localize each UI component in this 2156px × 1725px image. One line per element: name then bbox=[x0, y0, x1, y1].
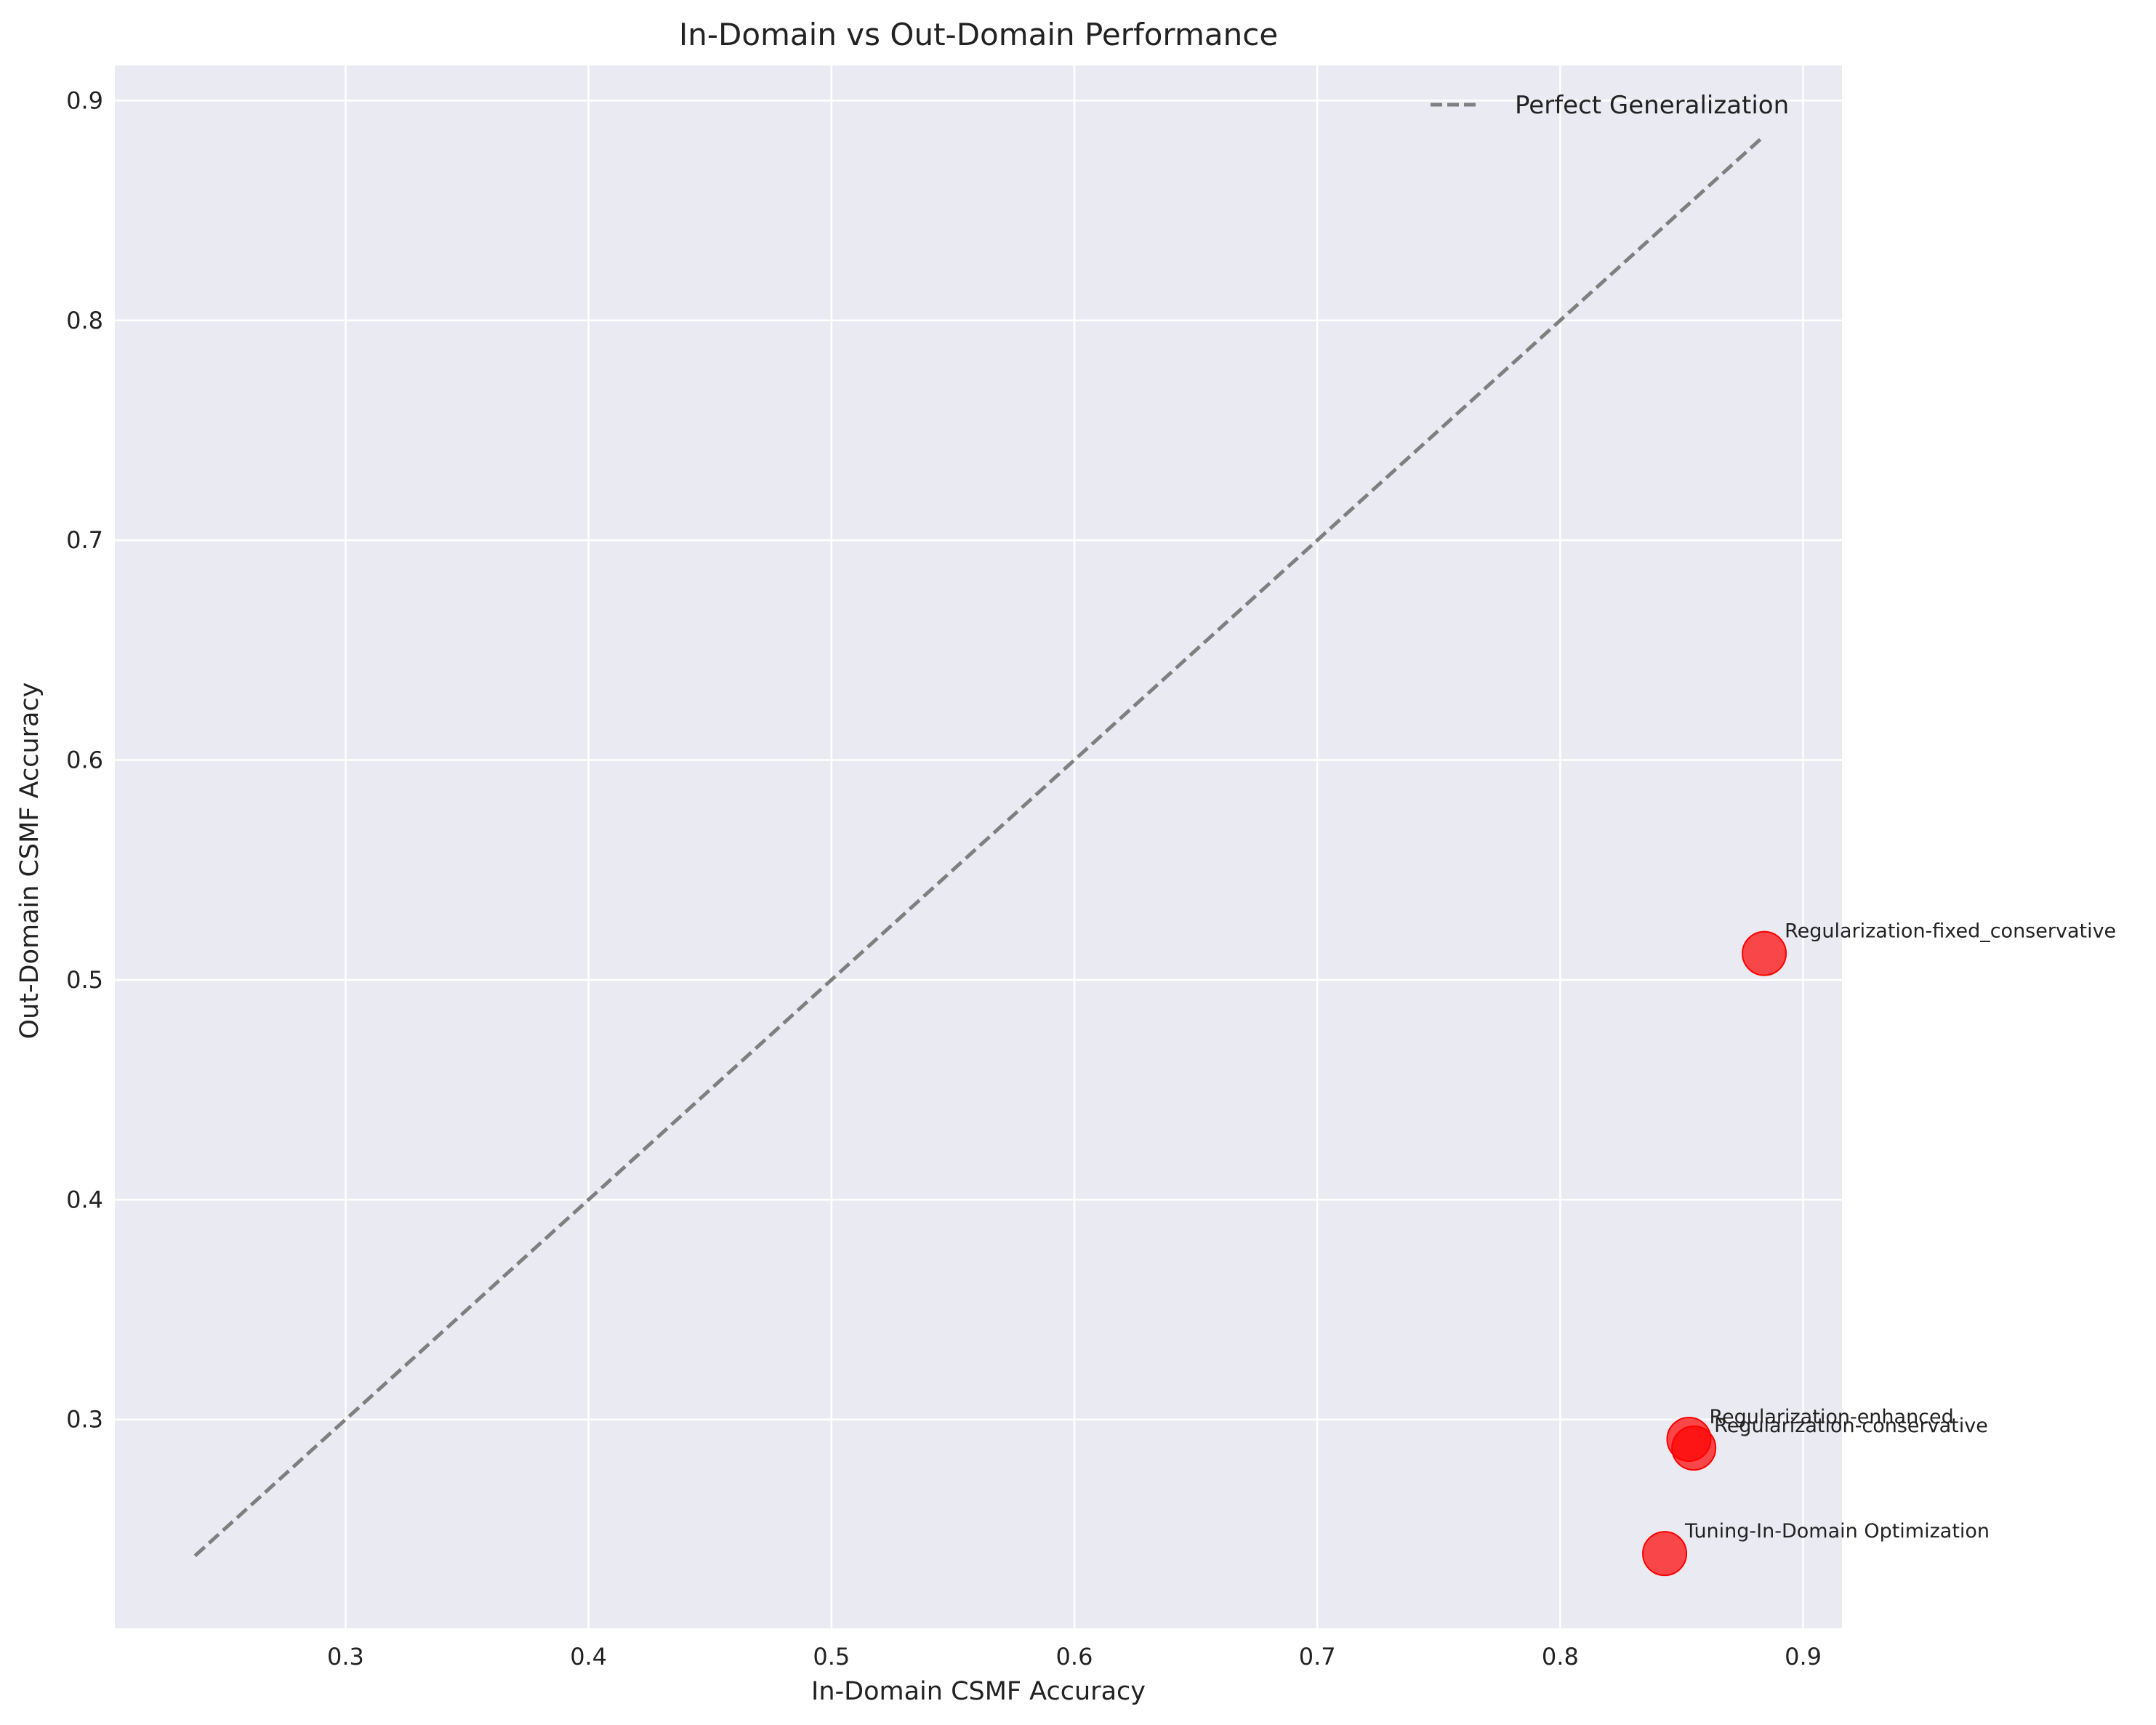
x-tick-label: 0.7 bbox=[1299, 1643, 1336, 1670]
point-label: Regularization-enhanced bbox=[1709, 1406, 1953, 1428]
point-label: Regularization-conservative bbox=[1714, 1415, 1988, 1437]
y-tick-label: 0.7 bbox=[66, 526, 103, 554]
plot-area bbox=[115, 65, 1842, 1628]
ticks: 0.3 0.4 0.5 0.6 0.7 0.8 0.9 0.3 0.4 0.5 0.6 0.7 0.8 0… bbox=[66, 87, 1822, 1670]
y-tick-label: 0.8 bbox=[66, 307, 103, 334]
y-axis-label: Out-Domain CSMF Accuracy bbox=[15, 683, 44, 1040]
x-tick-label: 0.8 bbox=[1542, 1643, 1579, 1670]
reference-line-layer bbox=[193, 134, 1766, 1558]
y-tick-label: 0.6 bbox=[66, 747, 103, 774]
y-tick-label: 0.9 bbox=[66, 87, 103, 114]
perfect-generalization-line bbox=[193, 134, 1766, 1558]
x-tick-label: 0.6 bbox=[1056, 1643, 1093, 1670]
data-point bbox=[1671, 1426, 1717, 1471]
x-tick-label: 0.4 bbox=[570, 1643, 607, 1670]
x-axis-label: In-Domain CSMF Accuracy bbox=[811, 1677, 1146, 1706]
y-tick-label: 0.5 bbox=[66, 966, 103, 994]
point-label: Tuning-In-Domain Optimization bbox=[1684, 1520, 1990, 1543]
points-layer: Regularization-fixed_conservative Regular… bbox=[1642, 920, 2116, 1577]
x-tick-label: 0.9 bbox=[1785, 1643, 1822, 1670]
legend-label: Perfect Generalization bbox=[1515, 91, 1789, 120]
grid bbox=[115, 65, 1842, 1628]
data-point bbox=[1742, 930, 1787, 976]
y-tick-label: 0.3 bbox=[66, 1406, 103, 1434]
data-point bbox=[1642, 1531, 1688, 1577]
x-tick-label: 0.5 bbox=[813, 1643, 850, 1670]
x-tick-label: 0.3 bbox=[327, 1643, 364, 1670]
legend: Perfect Generalization bbox=[1431, 91, 1789, 120]
chart-title: In-Domain vs Out-Domain Performance bbox=[679, 17, 1278, 52]
point-label: Regularization-fixed_conservative bbox=[1785, 920, 2116, 943]
y-tick-label: 0.4 bbox=[66, 1186, 103, 1213]
